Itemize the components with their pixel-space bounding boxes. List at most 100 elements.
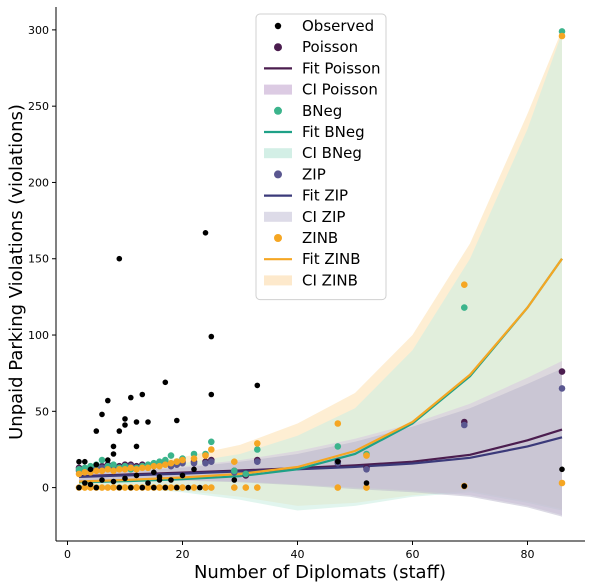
point-zinb [144,464,152,472]
point-zip [253,458,261,466]
point-zinb [173,458,181,466]
legend-label: Fit BNeg [302,123,365,141]
point-observed [156,477,163,483]
legend-band-poisson [264,84,292,95]
point-zip [363,466,370,473]
point-observed [116,484,123,491]
point-observed [128,394,134,401]
point-zinb [81,469,89,476]
y-tick-label: 250 [28,100,49,113]
point-observed [87,466,94,473]
point-bneg [98,456,106,464]
point-observed [122,422,128,428]
legend-marker-poisson [274,43,282,52]
point-zinb [179,484,186,491]
y-tick-label: 200 [28,176,49,189]
legend-label: CI ZINB [302,271,358,289]
legend-label: Observed [302,17,374,35]
legend: Observed Poisson Fit Poisson CI Poisson BNeg… [255,13,387,301]
point-zinb [190,484,198,491]
legend-marker-bneg [274,106,282,115]
point-zinb [558,479,566,487]
point-zip [190,459,198,467]
point-observed [93,461,100,468]
point-zinb [81,484,89,491]
point-zip [558,385,566,392]
point-observed [202,230,209,236]
point-observed [174,417,180,424]
point-zinb [253,440,261,447]
point-zinb [110,467,117,475]
legend-band-bneg [264,148,292,159]
point-observed [133,472,140,479]
point-zinb [558,32,566,40]
legend-label: Fit ZIP [302,187,348,205]
point-zip [202,459,209,467]
point-observed [162,484,169,491]
point-observed [145,419,151,425]
x-tick-label: 60 [406,548,420,561]
point-bneg [75,466,83,473]
y-tick-label: 300 [28,24,49,37]
point-observed [99,477,105,483]
data-points [75,28,566,491]
point-observed [208,391,215,398]
x-axis-title: Number of Diplomats (staff) [194,562,446,583]
point-zinb [133,484,140,491]
point-observed [93,484,100,491]
point-observed [87,481,94,488]
point-observed [128,484,134,491]
point-observed [145,480,151,486]
point-observed [162,379,169,386]
point-bneg [231,467,238,475]
point-zinb [110,484,117,491]
point-observed [335,458,341,465]
point-bneg [242,470,250,478]
point-observed [208,333,215,340]
axes: 0 50 100 150 200 250 300 0 20 40 60 80 [28,7,585,561]
point-zinb [208,484,215,491]
point-zinb [121,466,129,473]
point-zinb [75,470,83,478]
point-observed [122,416,128,422]
point-zinb [104,466,112,473]
point-bneg [558,28,566,35]
legend-label: BNeg [302,102,342,120]
point-zinb [334,484,342,491]
legend-band-zinb [264,275,292,286]
point-zinb [104,484,112,491]
point-zinb [242,484,250,491]
point-zinb [121,484,129,491]
point-observed [151,484,157,491]
point-observed [197,484,203,491]
point-zinb [190,455,198,462]
point-zinb [144,484,152,491]
point-observed [559,466,565,473]
point-zinb [363,452,370,459]
x-tick-label: 20 [176,548,190,561]
point-observed [179,472,186,479]
point-zip [461,421,468,429]
point-observed [185,484,192,491]
legend-label: Fit Poisson [302,59,381,77]
point-zinb [156,462,163,470]
y-tick-label: 50 [35,405,49,418]
point-zip [208,458,215,466]
legend-label: CI ZIP [302,208,345,226]
point-zinb [93,467,100,475]
point-observed [82,458,88,465]
point-zinb [167,484,175,491]
point-bneg [190,450,198,458]
legend-marker-observed [274,22,282,30]
point-zinb [167,459,175,467]
point-observed [76,458,82,465]
point-zinb [363,484,370,491]
point-observed [110,478,117,485]
point-zinb [231,458,238,466]
point-zinb [156,484,163,491]
point-zinb [98,484,106,491]
ci-band-bneg [79,32,562,511]
x-tick-label: 40 [291,548,305,561]
point-zinb [116,466,123,473]
